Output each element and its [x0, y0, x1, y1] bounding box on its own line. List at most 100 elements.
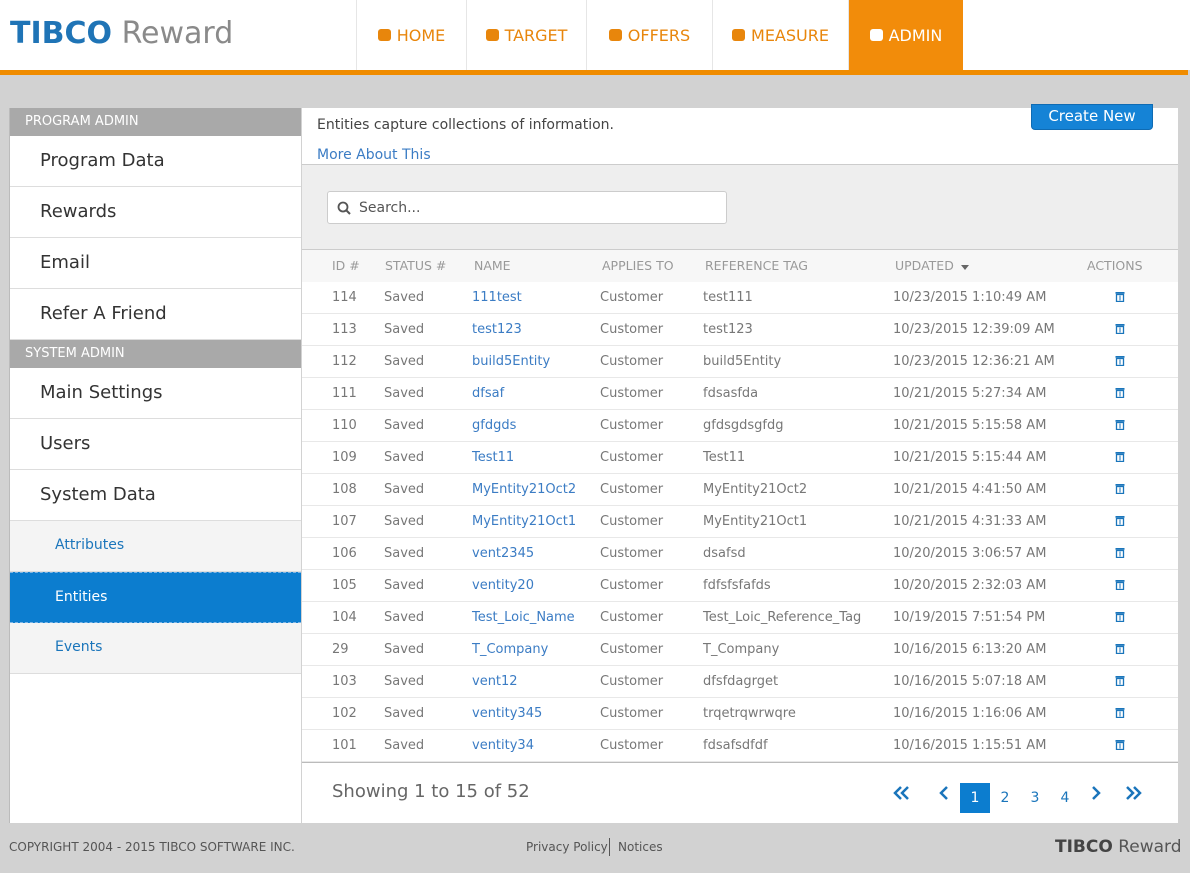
- delete-icon[interactable]: [1115, 387, 1125, 398]
- table-cell: 10/16/2015 6:13:20 AM: [893, 642, 1047, 657]
- nav-item[interactable]: ADMIN: [848, 0, 963, 70]
- table-cell: test111: [703, 290, 753, 305]
- table-cell: test123: [703, 322, 753, 337]
- table-cell: 110: [332, 418, 357, 433]
- menu-item[interactable]: Users: [10, 419, 301, 470]
- delete-icon[interactable]: [1115, 675, 1125, 686]
- table-cell: Customer: [600, 642, 664, 657]
- table-cell: Customer: [600, 354, 664, 369]
- header: TIBCO Reward: [0, 0, 1190, 70]
- nav-item[interactable]: OFFERS: [586, 0, 712, 70]
- nav-label: MEASURE: [751, 25, 829, 45]
- table-cell: 10/23/2015 1:10:49 AM: [893, 290, 1047, 305]
- row-separator: [302, 633, 1178, 634]
- delete-icon[interactable]: [1115, 547, 1125, 558]
- table-cell: fdfsfsfafds: [703, 578, 771, 593]
- table-cell[interactable]: vent2345: [472, 546, 535, 561]
- table-cell: Saved: [384, 706, 425, 721]
- table-cell: Customer: [600, 706, 664, 721]
- row-separator: [302, 377, 1178, 378]
- delete-icon[interactable]: [1115, 483, 1125, 494]
- table-cell: Customer: [600, 482, 664, 497]
- table-cell[interactable]: MyEntity21Oct1: [472, 514, 577, 529]
- delete-icon[interactable]: [1115, 419, 1125, 430]
- menu-item[interactable]: Main Settings: [10, 368, 301, 419]
- table-cell[interactable]: Test11: [472, 450, 515, 465]
- table-cell: 107: [332, 514, 357, 529]
- submenu-item[interactable]: Entities: [10, 572, 301, 623]
- delete-icon[interactable]: [1115, 707, 1125, 718]
- table-cell: 10/21/2015 5:15:44 AM: [893, 450, 1047, 465]
- menu-item[interactable]: Rewards: [10, 187, 301, 238]
- table-cell: T_Company: [703, 642, 780, 657]
- delete-icon[interactable]: [1115, 355, 1125, 366]
- table-cell: MyEntity21Oct2: [703, 482, 808, 497]
- submenu-item[interactable]: Events: [10, 623, 301, 674]
- table-cell: 10/21/2015 5:15:58 AM: [893, 418, 1047, 433]
- row-separator: [302, 345, 1178, 346]
- delete-icon[interactable]: [1115, 739, 1125, 750]
- table-cell: 102: [332, 706, 357, 721]
- delete-icon[interactable]: [1115, 579, 1125, 590]
- nav-label: ADMIN: [888, 25, 943, 45]
- header-bar: [0, 70, 1188, 75]
- delete-icon[interactable]: [1115, 515, 1125, 526]
- page-button[interactable]: 4: [1060, 790, 1070, 806]
- table-cell[interactable]: gfdgds: [472, 418, 517, 433]
- page-button[interactable]: 3: [1030, 790, 1040, 806]
- nav-item[interactable]: MEASURE: [712, 0, 848, 70]
- menu-item[interactable]: Refer A Friend: [10, 289, 301, 340]
- page-button[interactable]: 1: [960, 783, 990, 813]
- table-cell[interactable]: ventity345: [472, 706, 543, 721]
- column-header: ACTIONS: [1087, 258, 1143, 273]
- table-cell[interactable]: MyEntity21Oct2: [472, 482, 577, 497]
- delete-icon[interactable]: [1115, 323, 1125, 334]
- table-cell: 10/20/2015 2:32:03 AM: [893, 578, 1047, 593]
- column-header: APPLIES TO: [602, 258, 674, 273]
- sort-caret: [961, 265, 969, 270]
- table-cell[interactable]: ventity20: [472, 578, 534, 593]
- delete-icon[interactable]: [1115, 291, 1125, 302]
- page-button[interactable]: 2: [1000, 790, 1010, 806]
- table-cell[interactable]: ventity34: [472, 738, 534, 753]
- table-cell: 10/21/2015 5:27:34 AM: [893, 386, 1047, 401]
- delete-icon[interactable]: [1115, 451, 1125, 462]
- delete-icon[interactable]: [1115, 643, 1125, 654]
- menu-item[interactable]: Program Data: [10, 136, 301, 187]
- search-input[interactable]: Search...: [327, 191, 727, 224]
- column-header: NAME: [474, 258, 511, 273]
- menu-item[interactable]: System Data: [10, 470, 301, 521]
- table-cell[interactable]: Test_Loic_Name: [472, 610, 575, 625]
- pager-arrows[interactable]: [893, 784, 1153, 804]
- menu-item[interactable]: Email: [10, 238, 301, 289]
- delete-icon[interactable]: [1115, 611, 1125, 622]
- row-separator: [302, 537, 1178, 538]
- table-cell[interactable]: test123: [472, 322, 522, 337]
- table-cell[interactable]: T_Company: [472, 642, 549, 657]
- row-separator: [302, 441, 1178, 442]
- table-cell: Customer: [600, 514, 664, 529]
- create-button[interactable]: Create New: [1031, 104, 1153, 130]
- table-cell[interactable]: dfsaf: [472, 386, 505, 401]
- table-cell: Customer: [600, 450, 664, 465]
- table-cell: trqetrqwrwqre: [703, 706, 796, 721]
- nav-item[interactable]: TARGET: [466, 0, 586, 70]
- column-header[interactable]: UPDATED: [895, 258, 954, 273]
- footer-link[interactable]: Notices: [618, 840, 663, 854]
- section-header: SYSTEM ADMIN: [10, 340, 301, 368]
- logo-brand: TIBCO: [10, 16, 113, 51]
- table-cell: Saved: [384, 322, 425, 337]
- submenu-item[interactable]: Attributes: [10, 521, 301, 572]
- more-link[interactable]: More About This: [317, 147, 431, 163]
- row-separator: [302, 761, 1178, 762]
- table-cell: build5Entity: [703, 354, 782, 369]
- table-cell[interactable]: vent12: [472, 674, 518, 689]
- table-cell[interactable]: 111test: [472, 290, 522, 305]
- footer-link[interactable]: Privacy Policy: [526, 840, 608, 854]
- nav-label: OFFERS: [627, 25, 691, 45]
- table-cell[interactable]: build5Entity: [472, 354, 551, 369]
- sidebar: PROGRAM ADMIN Program Data Rewards Email Ref…: [9, 108, 301, 823]
- row-separator: [302, 505, 1178, 506]
- nav-item[interactable]: HOME: [356, 0, 466, 70]
- nav-icon: [869, 29, 883, 41]
